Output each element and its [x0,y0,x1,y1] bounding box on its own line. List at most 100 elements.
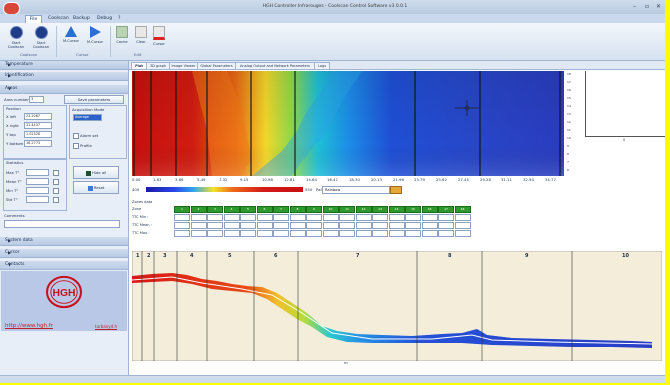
delete-cursor-label: Cursor [153,42,165,46]
thermal-image[interactable] [132,71,564,176]
ribbon-toolbar: Start Coolscan Start Coolscan M.Cursor M… [0,23,670,61]
y-top-input[interactable]: 1.02328 [24,131,52,138]
zone-value-cell [322,230,339,237]
cursor-right-button[interactable]: M.Cursor [84,26,106,44]
close-icon[interactable]: ✕ [656,3,662,10]
mean-t-input[interactable] [26,178,49,185]
power-icon [9,26,23,39]
zone-value-cell [405,214,421,221]
palette-folder-icon[interactable] [390,186,402,194]
minimize-icon[interactable]: – [633,3,636,10]
delete-cursor-button[interactable]: Cursor [151,26,167,46]
zone-header-cell: 17 [438,206,454,213]
svg-text:14: 14 [567,104,571,108]
section-cursor[interactable]: ▶ Cursor [0,249,128,258]
section-contacts[interactable]: ▼ Contacts [0,261,128,270]
section-temperature[interactable]: ▶ Temperature [0,61,128,70]
website-link[interactable]: http://www.hgh.fr [5,323,53,329]
reset-button[interactable]: Reset [73,181,119,194]
zone-value-cell [339,222,355,229]
max-t-input[interactable] [26,169,49,176]
std-t-checkbox[interactable] [53,197,59,203]
position-group [3,105,67,159]
zone-value-cell [273,214,289,221]
zone-value-cell [372,230,388,237]
ttc-min-label: TTC Min : [132,215,149,219]
area-number-select[interactable]: 3 [29,96,44,103]
zone-dividers [133,71,561,176]
x-tick: 32.94 [523,177,534,182]
zone-header-cell: 8 [289,206,306,213]
svg-text:18: 18 [567,72,571,76]
menu-file[interactable]: File [25,15,42,24]
alarm-set-checkbox[interactable] [73,133,79,139]
std-t-label: Std T° [6,197,18,202]
tab-logs[interactable]: Logs [314,62,330,69]
acquisition-mode-select[interactable]: Average [73,114,102,121]
cbar-min-label: 400 [132,187,140,192]
cursor-up-label: M.Cursor [62,39,80,43]
clear-label: Clear [136,40,146,44]
section-system-data[interactable]: ▶ System data [0,237,128,246]
x-left-input[interactable]: 23.2067 [24,113,52,120]
tab-3d-graph[interactable]: 3D graph [146,62,170,69]
start-coolscan-button[interactable]: Start Coolscan [5,26,27,49]
palette-select[interactable]: Rainbow [322,186,390,194]
y-top-label: Y top [6,132,16,137]
zone-header-cell: 4 [223,206,240,213]
zone-value-cell [273,230,289,237]
menu-rotary[interactable]: ? [118,16,121,21]
edit-icon [135,26,147,38]
x-tick: 12.81 [284,177,295,182]
x-right-input[interactable]: 31.4437 [24,122,52,129]
zone-value-cell [256,222,273,229]
crosshair-cursor[interactable] [454,100,480,116]
x-tick: 21.96 [393,177,404,182]
cursor-up-button[interactable]: M.Cursor [60,26,82,43]
section-label: System data [5,238,33,243]
section-areas[interactable]: ▼ Areas [0,85,128,94]
secondary-link[interactable]: turbanyd.h [95,324,117,329]
svg-text:17: 17 [567,80,571,84]
profile-zone-label: 7 [356,253,360,259]
min-t-checkbox[interactable] [53,188,59,194]
zone-value-cell [355,230,372,237]
profile-label: Profile [80,143,92,148]
tab-analog-output[interactable]: Analog Output and Network Parameters [235,62,315,69]
zone-header-cell: 16 [421,206,438,213]
zone-value-cell [190,222,207,229]
expand-icon: ▶ [8,250,12,255]
contacts-panel: HGH http://www.hgh.fr turbanyd.h [1,271,127,331]
min-t-input[interactable] [26,187,49,194]
section-identification[interactable]: ▶ Identification [0,72,128,81]
menu-coolscan[interactable]: Coolscan [48,16,69,21]
menu-debug[interactable]: Debug [97,16,113,21]
tab-image-viewer[interactable]: Image Viewer [169,62,198,69]
std-t-input[interactable] [26,196,49,203]
menu-backup[interactable]: Backup [73,16,90,21]
max-t-checkbox[interactable] [53,170,59,176]
window-title: HGH Controller Infrarouges - Coolscan Co… [262,4,408,9]
clear-button[interactable]: Clear [133,26,149,44]
group-label-edit: Edit [134,52,142,57]
mean-t-checkbox[interactable] [53,179,59,185]
cache-button[interactable]: Cache [114,26,130,44]
zone-value-cell [339,214,355,221]
svg-text:8: 8 [567,152,569,156]
y-bottom-input[interactable]: 18.2773 [24,140,52,147]
hide-all-button[interactable]: Hide all [73,166,119,179]
tab-bar: Plot 3D graph Image Viewer Global Parame… [129,61,670,70]
profile-checkbox[interactable] [73,143,79,149]
alarm-set-label: Alarm set [80,133,99,138]
tab-plot[interactable]: Plot [131,62,147,69]
x-tick: 20.13 [371,177,382,182]
tab-global-parameters[interactable]: Global Parameters [197,62,236,69]
zone-value-cell [405,222,421,229]
x-tick: 10.98 [262,177,273,182]
title-bar: HGH Controller Infrarouges - Coolscan Co… [0,0,670,15]
maximize-icon[interactable]: ▫ [645,3,650,10]
stop-coolscan-button[interactable]: Start Coolscan [30,26,52,49]
comments-input[interactable] [4,220,120,228]
save-parameters-button[interactable]: Save parameters [64,95,124,104]
